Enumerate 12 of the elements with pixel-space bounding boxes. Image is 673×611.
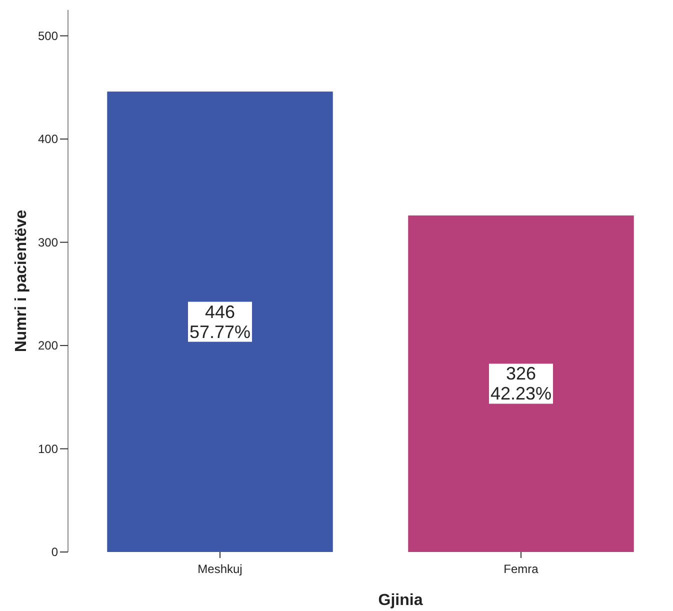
data-label: 326 42.23% bbox=[490, 364, 552, 404]
y-tick-label: 400 bbox=[38, 132, 58, 146]
x-axis-title: Gjinia bbox=[378, 592, 423, 609]
x-tick-label: Femra bbox=[504, 562, 539, 576]
y-tick-label: 200 bbox=[38, 338, 58, 353]
x-tick-label: Meshkuj bbox=[198, 562, 242, 576]
y-tick-label: 300 bbox=[38, 235, 58, 250]
y-tick-label: 0 bbox=[51, 545, 58, 560]
y-axis-title: Numri i pacientëve bbox=[13, 210, 30, 352]
data-label: 446 57.77% bbox=[189, 302, 251, 342]
y-tick-label: 100 bbox=[38, 442, 58, 456]
y-tick-label: 500 bbox=[38, 29, 58, 44]
